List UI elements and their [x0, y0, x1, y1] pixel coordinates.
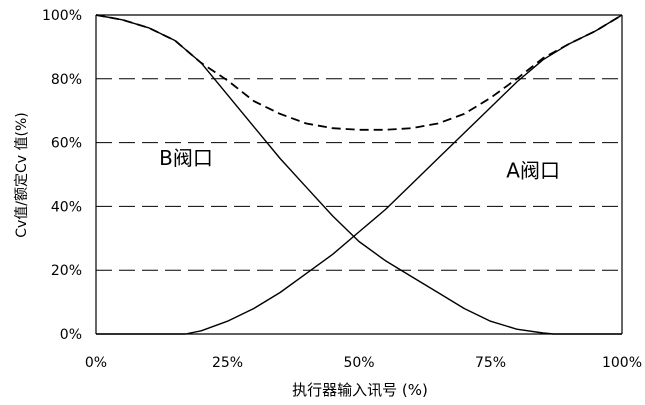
x-tick-label: 75% [475, 355, 506, 371]
y-tick-label: 80% [51, 72, 82, 88]
annotation-label: B阀口 [159, 146, 213, 170]
x-tick-label: 100% [602, 355, 642, 371]
annotation-label: A阀口 [506, 159, 560, 183]
y-tick-label: 20% [51, 263, 82, 279]
series-line-2 [96, 14, 623, 335]
y-tick-label: 60% [51, 136, 82, 152]
series-lines [95, 14, 623, 335]
y-tick-label: 100% [42, 8, 82, 24]
y-axis-label: Cv值/额定Cv 值(%) [14, 112, 30, 238]
x-axis-label: 执行器输入讯号 (%) [292, 381, 428, 399]
tick-labels: 0% 20% 40% 60% 80% 100% 0% 25% 50% 75% 100% [42, 8, 642, 371]
annotations: B阀口 A阀口 [159, 146, 560, 183]
x-tick-label: 0% [85, 355, 107, 371]
y-tick-label: 40% [51, 199, 82, 215]
y-tick-label: 0% [60, 327, 82, 343]
grid-lines [96, 78, 622, 271]
x-tick-label: 25% [212, 355, 243, 371]
x-tick-label: 50% [343, 355, 374, 371]
series-line-3 [95, 14, 623, 131]
